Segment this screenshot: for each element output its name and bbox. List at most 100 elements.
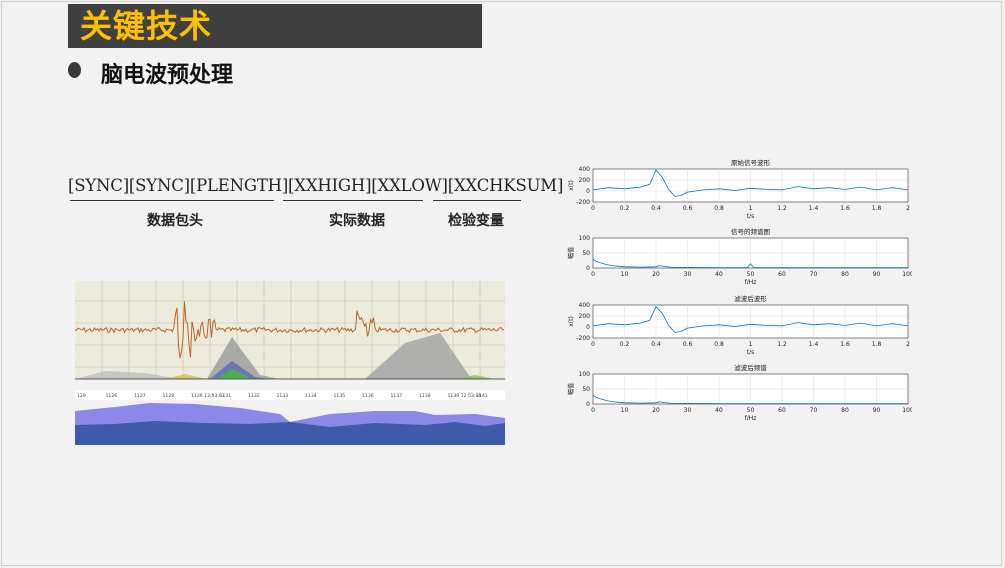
plot-series-line xyxy=(592,305,909,333)
plot-ytick-label: -200 xyxy=(576,335,590,342)
plot-series-line xyxy=(592,169,909,197)
eeg-time-tick: 1138 xyxy=(419,393,431,399)
plot-xtick-label: 70 xyxy=(810,407,818,414)
check-underline xyxy=(433,200,521,201)
plot-xtick-label: 1.8 xyxy=(872,341,882,348)
header-label: 数据包头 xyxy=(147,213,203,229)
plot-xtick-label: 90 xyxy=(873,271,881,278)
check-label: 检验变量 xyxy=(448,213,504,229)
plot-ylabel: x(t) xyxy=(568,316,575,327)
plot-xtick-label: 1.6 xyxy=(840,205,850,212)
plot-title: 信号的频谱图 xyxy=(731,227,770,236)
eeg-time-tick: 1141 xyxy=(476,393,488,399)
plot-xtick-label: 30 xyxy=(684,271,692,278)
plot-xtick-label: 1.6 xyxy=(840,341,850,348)
plot-xlabel: t/s xyxy=(747,349,755,356)
eeg-time-tick: 1129 12:53:07 xyxy=(191,393,225,399)
eeg-trace xyxy=(75,301,505,359)
plot-xtick-label: 20 xyxy=(652,271,660,278)
plot-xtick-label: 30 xyxy=(684,407,692,414)
plot-title: 滤波后频谱 xyxy=(734,363,767,372)
plot-xtick-label: 60 xyxy=(778,271,786,278)
plot-ylabel: x(t) xyxy=(568,180,575,191)
plot-xtick-label: 0.6 xyxy=(683,205,693,212)
plot-filtered-spectrum: 滤波后频谱 0 10 20 30 40 50 60 70 80 90 100 100 50 0 f/Hz 幅值 xyxy=(567,363,912,422)
plot-xtick-label: 0.8 xyxy=(714,205,724,212)
plot-xtick-label: 0.2 xyxy=(620,205,630,212)
bullet-dot-icon xyxy=(68,62,81,78)
plot-xtick-label: 60 xyxy=(778,407,786,414)
plot-ytick-label: 200 xyxy=(579,313,591,320)
plot-ytick-label: 0 xyxy=(586,188,590,195)
plot-xlabel: f/Hz xyxy=(745,415,757,422)
plot-xtick-label: 2 xyxy=(906,341,910,348)
plot-xtick-label: 50 xyxy=(747,271,755,278)
eeg-time-tick: 1126 xyxy=(106,393,118,399)
slide-title: 关键技术 xyxy=(80,7,213,45)
plot-ytick-label: 0 xyxy=(586,265,590,272)
plot-ytick-label: 200 xyxy=(579,177,591,184)
bullet-heading: 脑电波预处理 xyxy=(101,63,234,88)
plot-xtick-label: 0.4 xyxy=(651,205,661,212)
plot-title: 原始信号波形 xyxy=(731,158,771,167)
plot-ylabel: 幅值 xyxy=(567,247,575,259)
eeg-time-tick: 1135 xyxy=(334,393,346,399)
title-bar: 关键技术 xyxy=(68,4,482,48)
plot-xtick-label: 1.2 xyxy=(777,341,787,348)
plot-xtick-label: 0 xyxy=(591,205,595,212)
plot-xtick-label: 80 xyxy=(841,271,849,278)
plot-xtick-label: 70 xyxy=(810,271,818,278)
plot-xtick-label: 90 xyxy=(873,407,881,414)
eeg-time-tick: 1136 xyxy=(362,393,374,399)
eeg-yellow-area xyxy=(165,374,207,379)
header-underline xyxy=(70,200,274,201)
plot-series-line xyxy=(592,258,908,269)
eeg-green-area xyxy=(215,369,251,379)
plot-ytick-label: 400 xyxy=(579,302,591,309)
plot-xtick-label: 40 xyxy=(715,271,723,278)
plot-ytick-label: 0 xyxy=(586,324,590,331)
plot-ytick-label: 0 xyxy=(586,401,590,408)
plot-xtick-label: 0.4 xyxy=(651,341,661,348)
plot-xtick-label: 1.4 xyxy=(809,205,819,212)
eeg-time-tick: 1133 xyxy=(277,393,289,399)
plot-ytick-label: -200 xyxy=(576,199,590,206)
plot-xtick-label: 10 xyxy=(621,407,629,414)
plot-xtick-label: 100 xyxy=(902,407,912,414)
plot-xtick-label: 2 xyxy=(906,205,910,212)
data-label: 实际数据 xyxy=(329,213,385,229)
plot-xtick-label: 1.8 xyxy=(872,205,882,212)
eeg-time-tick: 1127 xyxy=(134,393,146,399)
plot-xtick-label: 20 xyxy=(652,407,660,414)
eeg-green-area-2 xyxy=(455,375,495,379)
eeg-gray-area-3 xyxy=(75,371,180,379)
plot-ytick-label: 100 xyxy=(579,371,591,378)
data-underline xyxy=(283,200,423,201)
plot-xtick-label: 50 xyxy=(747,407,755,414)
plot-xtick-label: 0 xyxy=(591,407,595,414)
plot-xtick-label: 10 xyxy=(621,271,629,278)
plot-raw-spectrum: 信号的频谱图 0 10 20 30 40 50 60 70 80 90 100 100 50 0 f/Hz 幅值 xyxy=(567,227,912,286)
plot-ytick-label: 50 xyxy=(582,386,590,393)
plot-xtick-label: 1.4 xyxy=(809,341,819,348)
plot-ylabel: 幅值 xyxy=(567,383,575,395)
plot-xtick-label: 1 xyxy=(749,341,753,348)
eeg-band-blue xyxy=(75,421,505,445)
plot-xtick-label: 0.6 xyxy=(683,341,693,348)
eeg-time-strip xyxy=(75,390,505,400)
plot-xtick-label: 0 xyxy=(591,271,595,278)
plot-ytick-label: 400 xyxy=(579,166,591,173)
packet-format: [SYNC][SYNC][PLENGTH][XXHIGH][XXLOW][XXC… xyxy=(68,176,564,195)
plot-xtick-label: 1 xyxy=(749,205,753,212)
plot-xlabel: t/s xyxy=(747,213,755,220)
plot-xtick-label: 80 xyxy=(841,407,849,414)
plot-title: 滤波后波形 xyxy=(734,294,767,303)
eeg-time-tick: 1137 xyxy=(391,393,403,399)
plot-series-line xyxy=(592,394,908,405)
plot-raw-signal: 原始信号波形 0 0.2 0.4 0.6 0.8 1 1.2 1.4 1.6 1.8 2 400 200 0… xyxy=(568,158,910,220)
eeg-time-tick: 1134 xyxy=(305,393,317,399)
